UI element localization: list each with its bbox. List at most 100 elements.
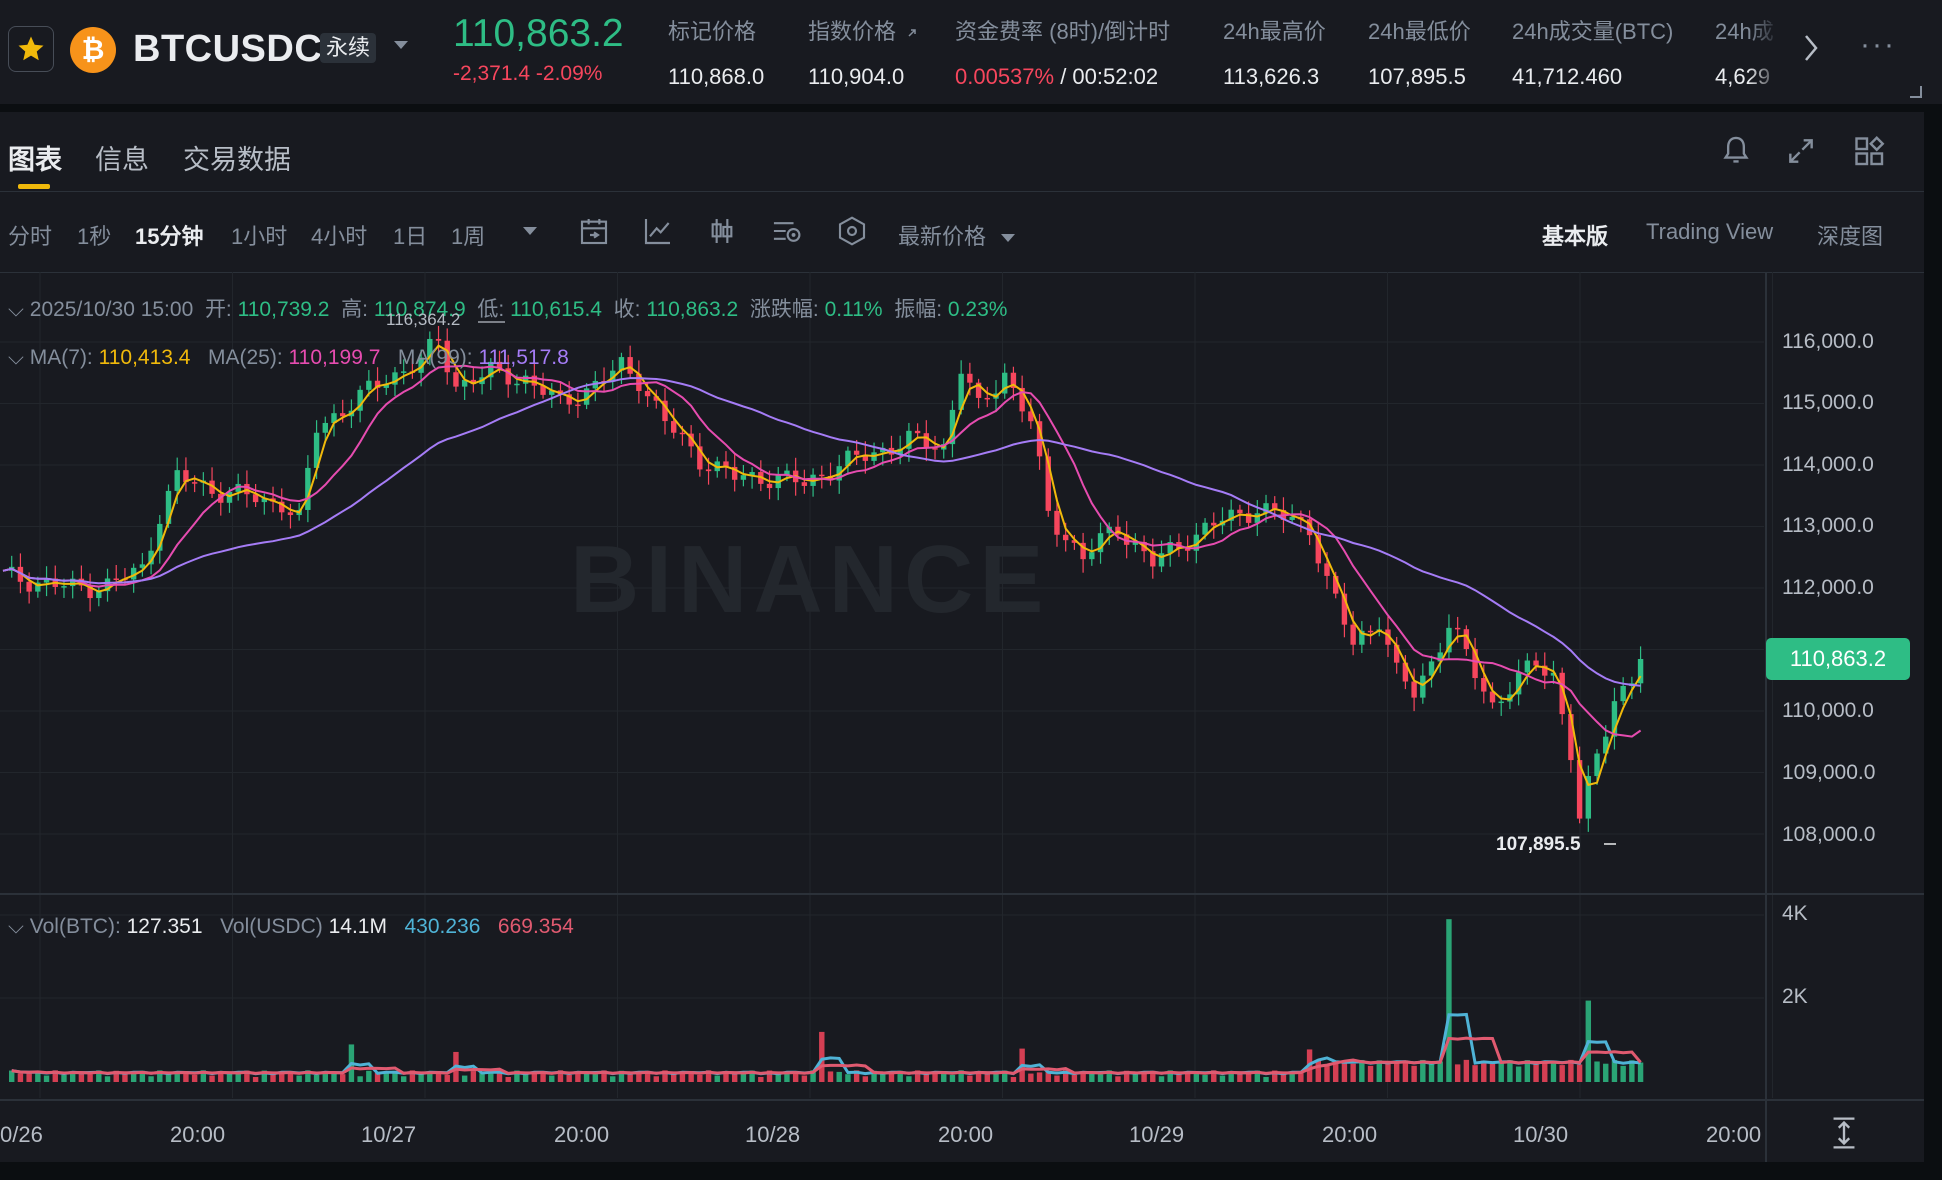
volume-bar	[261, 1070, 268, 1082]
volume-bar	[853, 1070, 860, 1082]
volume-bar	[1446, 919, 1452, 1082]
bell-icon[interactable]	[1720, 134, 1752, 168]
stat-label: 标记价格	[668, 19, 757, 44]
volume-bar	[583, 1071, 590, 1082]
vol-usdc-label: Vol(USDC)	[220, 915, 323, 938]
volume-bar	[1080, 1071, 1086, 1082]
last-price: 110,863.2	[453, 12, 624, 55]
stat-index-price[interactable]: 指数价格 110,904.0	[808, 14, 918, 90]
external-arrow-icon	[908, 29, 916, 37]
volume-bar	[26, 1072, 32, 1082]
chevron-down-icon[interactable]: ⌵	[8, 915, 24, 938]
volume-bar	[1559, 1065, 1565, 1082]
volume-bar	[122, 1072, 128, 1082]
tab-trading-data[interactable]: 交易数据	[183, 145, 291, 175]
timeframe-tick[interactable]: 分时	[8, 224, 53, 249]
candle-body	[1228, 509, 1234, 521]
candle-body	[1211, 522, 1217, 526]
candlestick-chart[interactable]	[0, 0, 1924, 1162]
candle-body	[1028, 411, 1034, 422]
volume-bar	[61, 1074, 67, 1082]
candle-body	[1620, 685, 1626, 702]
view-basic[interactable]: 基本版	[1542, 224, 1609, 249]
volume-bar	[305, 1070, 311, 1082]
vol-btc-value: 127.351	[126, 915, 203, 938]
stat-value: 110,868.0	[668, 64, 765, 89]
tab-info[interactable]: 信息	[95, 145, 149, 175]
candle-body	[740, 475, 747, 480]
timeframe-1s[interactable]: 1秒	[77, 224, 112, 249]
fit-axis-icon[interactable]	[1828, 1116, 1860, 1150]
time-axis-label: 0/26	[0, 1122, 43, 1147]
timeframe-15m[interactable]: 15分钟	[135, 224, 204, 249]
timeframe-1w[interactable]: 1周	[451, 224, 486, 249]
volume-bar	[688, 1071, 694, 1082]
calendar-icon[interactable]	[578, 215, 610, 247]
candle-body	[1002, 372, 1008, 394]
candle-body	[522, 375, 529, 384]
favorite-button[interactable]	[8, 26, 54, 72]
volume-bar	[1115, 1076, 1121, 1082]
volume-bar	[880, 1072, 886, 1082]
time-axis-label: 20:00	[1322, 1122, 1378, 1147]
volume-bar	[1324, 1064, 1330, 1082]
volume-bar	[69, 1071, 76, 1082]
candle-body	[1402, 662, 1409, 682]
candle-body	[1472, 649, 1478, 679]
volume-bar	[644, 1070, 651, 1082]
stat-value: 4,629	[1715, 64, 1771, 89]
candle-body	[1054, 510, 1060, 535]
ma7-label: MA(7):	[29, 346, 93, 369]
layout-grid-icon[interactable]	[1852, 134, 1888, 170]
volume-bar	[610, 1076, 616, 1082]
timeframe-4h[interactable]: 4小时	[311, 224, 368, 249]
volume-bar	[1106, 1070, 1112, 1082]
volume-bar	[601, 1070, 607, 1082]
candle-body	[400, 371, 407, 373]
candle-body	[444, 340, 450, 373]
candle-type-icon[interactable]	[706, 215, 738, 247]
volume-bar	[470, 1071, 477, 1082]
more-icon[interactable]: ···	[1860, 28, 1896, 61]
volume-bar	[697, 1074, 703, 1082]
candle-body	[697, 446, 703, 470]
hexagon-icon[interactable]	[836, 215, 868, 247]
settings-icon[interactable]	[770, 215, 804, 247]
chevron-down-icon[interactable]	[392, 38, 410, 52]
stat-24h-low: 24h最低价 107,895.5	[1368, 14, 1471, 90]
resize-handle[interactable]	[1910, 86, 1922, 98]
symbol-name[interactable]: BTCUSDC	[133, 28, 323, 70]
volume-bar	[514, 1070, 520, 1082]
indicator-icon[interactable]	[642, 215, 674, 247]
expand-icon[interactable]	[1785, 134, 1817, 168]
tab-chart[interactable]: 图表	[8, 145, 62, 175]
price-axis-label: 110,000.0	[1782, 699, 1874, 722]
timeframe-1h[interactable]: 1小时	[231, 224, 288, 249]
timeframe-1d[interactable]: 1日	[393, 224, 428, 249]
candle-body	[1263, 503, 1269, 514]
volume-bar	[592, 1074, 599, 1082]
chevron-down-icon[interactable]	[522, 225, 538, 237]
view-tradingview[interactable]: Trading View	[1646, 219, 1774, 244]
candle-body	[174, 470, 180, 491]
candle-body	[1324, 563, 1330, 576]
view-depth[interactable]: 深度图	[1817, 224, 1884, 249]
candle-body	[949, 409, 956, 445]
ma99-line	[2, 377, 1641, 687]
volume-bar	[191, 1074, 198, 1082]
candle-body	[853, 450, 860, 455]
chevron-right-icon[interactable]	[1800, 32, 1822, 64]
chevron-down-icon[interactable]: ⌵	[8, 346, 24, 369]
candle-body	[1306, 519, 1313, 536]
price-source-select[interactable]: 最新价格	[898, 219, 1016, 251]
volume-bar	[1385, 1062, 1391, 1082]
candle-body	[1045, 456, 1051, 511]
chevron-down-icon[interactable]: ⌵	[8, 298, 24, 321]
volume-bar	[1515, 1066, 1522, 1082]
volume-bar	[1463, 1059, 1470, 1082]
candle-body	[1184, 548, 1191, 551]
volume-bar	[139, 1070, 146, 1082]
contract-tag: 永续	[320, 33, 377, 63]
volume-bar	[1568, 1059, 1574, 1082]
candle-body	[1533, 660, 1539, 666]
